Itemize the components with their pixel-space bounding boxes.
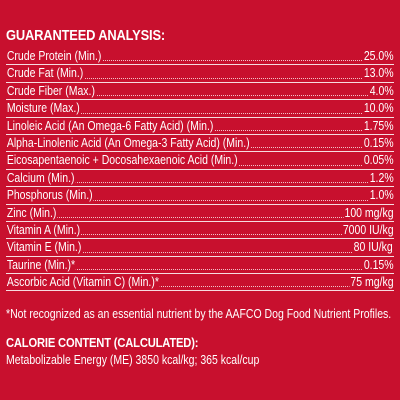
nutrient-value: 75 mg/kg (349, 275, 394, 290)
nutrient-value: 80 IU/kg (353, 240, 394, 255)
nutrient-value: 0.05% (362, 153, 394, 168)
nutrient-label: Linoleic Acid (An Omega-6 Fatty Acid) (M… (6, 118, 215, 133)
table-row: Crude Protein (Min.) 25.0% (6, 48, 394, 66)
nutrient-value: 25.0% (362, 49, 394, 63)
nutrient-value: 0.15% (362, 257, 394, 272)
table-row: Crude Fat (Min.) 13.0% (6, 65, 394, 83)
nutrient-value: 1.75% (362, 118, 394, 133)
table-row: Taurine (Min.)* 0.15% (6, 257, 394, 275)
table-row: Linoleic Acid (An Omega-6 Fatty Acid) (M… (6, 118, 394, 135)
nutrient-value: 13.0% (362, 66, 394, 81)
nutrient-label: Alpha-Linolenic Acid (An Omega-3 Fatty A… (6, 135, 251, 150)
nutrient-label: Moisture (Max.) (6, 101, 81, 116)
table-row: Vitamin E (Min.) 80 IU/kg (6, 239, 394, 257)
nutrient-value: 0.15% (362, 135, 394, 150)
table-row: Vitamin A (Min.) 7000 IU/kg (6, 222, 394, 240)
nutrient-label: Zinc (Min.) (6, 205, 58, 220)
analysis-table: Crude Protein (Min.) 25.0% Crude Fat (Min… (6, 48, 394, 292)
metabolizable-energy-text: Metabolizable Energy (ME) 3850 kcal/kg; … (6, 353, 260, 367)
nutrient-value: 1.0% (368, 188, 394, 203)
table-row: Alpha-Linolenic Acid (An Omega-3 Fatty A… (6, 135, 394, 153)
nutrient-label: Taurine (Min.)* (6, 257, 76, 272)
nutrient-value: 100 mg/kg (343, 205, 394, 220)
nutrient-label: Crude Fiber (Max.) (6, 83, 96, 98)
table-row: Crude Fiber (Max.) 4.0% (6, 83, 394, 101)
nutrient-label: Eicosapentaenoic + Docosahexaenoic Acid … (6, 153, 239, 168)
nutrient-label: Vitamin E (Min.) (6, 240, 83, 255)
nutrient-value: 7000 IU/kg (341, 222, 394, 237)
guaranteed-analysis-heading: GUARANTEED ANALYSIS: (6, 27, 166, 44)
aafco-footnote: *Not recognized as an essential nutrient… (6, 307, 392, 321)
table-row: Zinc (Min.) 100 mg/kg (6, 205, 394, 222)
nutrient-label: Crude Fat (Min.) (6, 66, 85, 81)
nutrient-label: Vitamin A (Min.) (6, 222, 82, 237)
table-row: Phosphorus (Min.) 1.0% (6, 187, 394, 205)
nutrient-value: 4.0% (368, 83, 394, 98)
calorie-content-heading: CALORIE CONTENT (CALCULATED): (6, 335, 199, 350)
nutrient-label: Crude Protein (Min.) (6, 49, 103, 63)
table-row: Eicosapentaenoic + Docosahexaenoic Acid … (6, 152, 394, 170)
nutrient-value: 10.0% (362, 101, 394, 116)
nutrient-label: Calcium (Min.) (6, 170, 76, 185)
nutrient-value: 1.2% (368, 170, 394, 185)
table-row: Moisture (Max.) 10.0% (6, 100, 394, 118)
nutrient-label: Ascorbic Acid (Vitamin C) (Min.)* (6, 275, 160, 290)
nutrient-label: Phosphorus (Min.) (6, 188, 94, 203)
table-row: Ascorbic Acid (Vitamin C) (Min.)* 75 mg/k… (6, 274, 394, 292)
table-row: Calcium (Min.) 1.2% (6, 170, 394, 188)
